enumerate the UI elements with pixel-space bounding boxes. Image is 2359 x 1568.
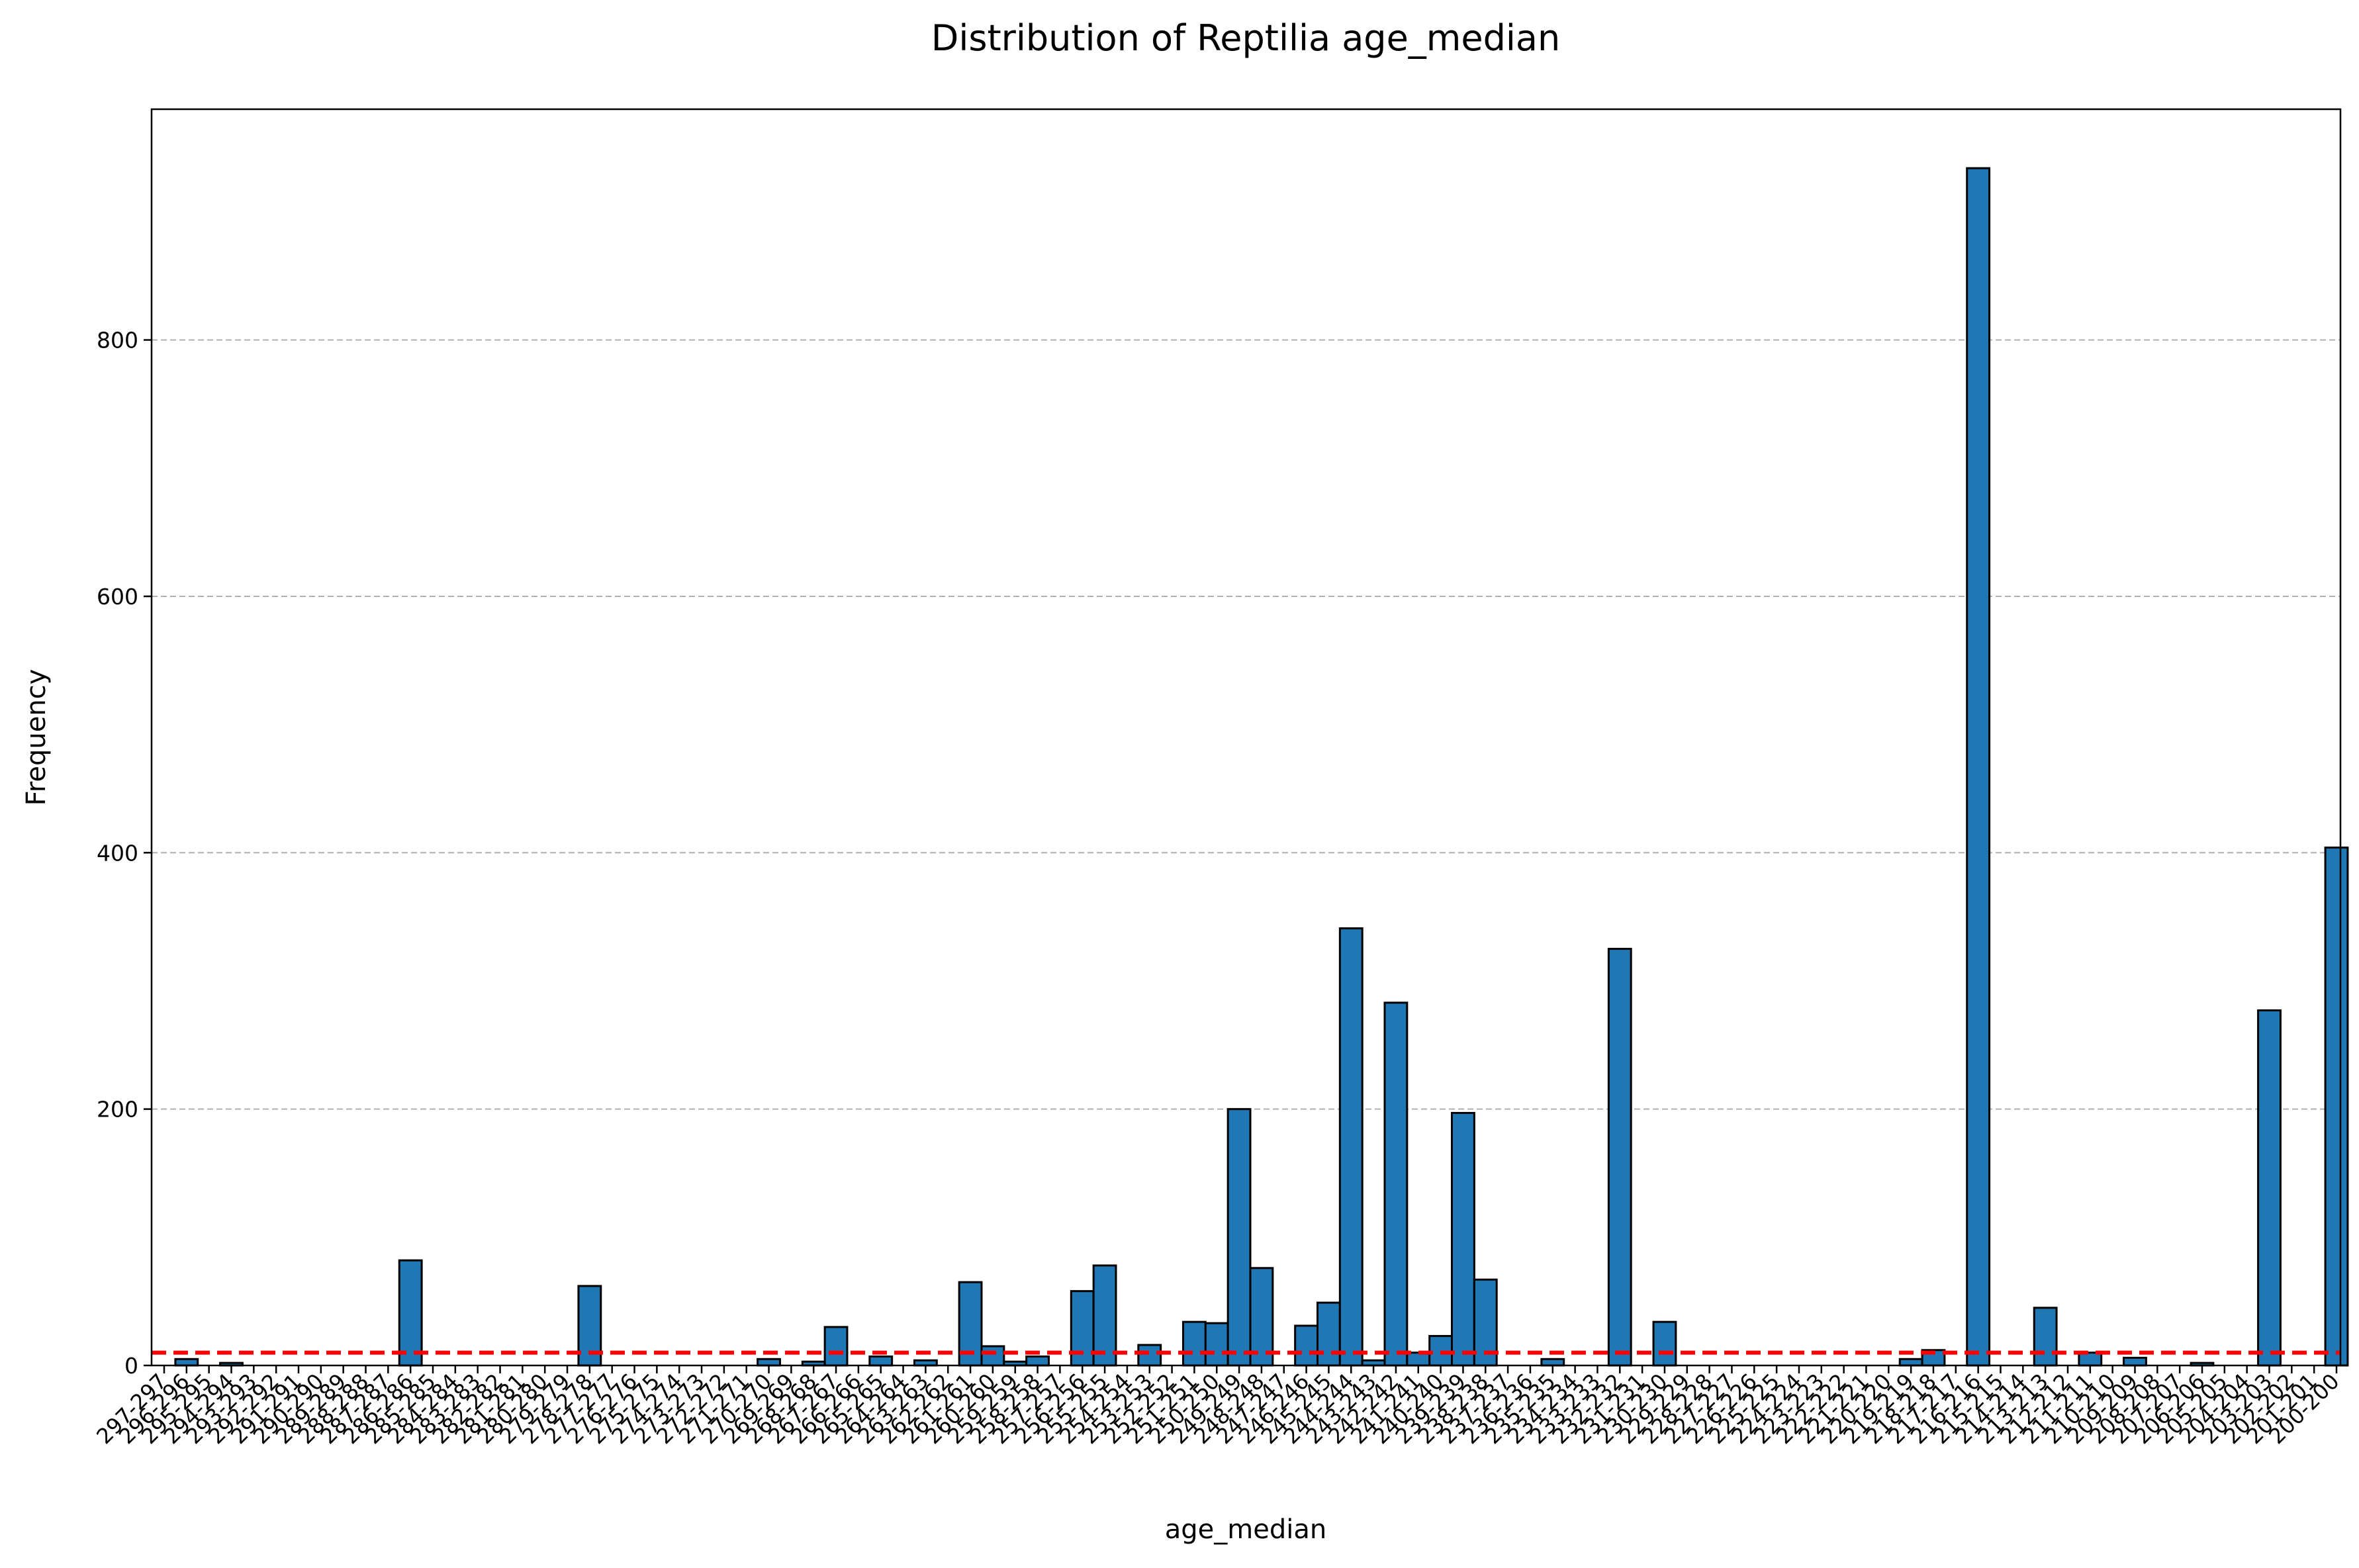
bars [174, 167, 2349, 1367]
bar-251-251 [1181, 1320, 1207, 1367]
bar-213-213 [2033, 1307, 2058, 1367]
y-tick-label: 200 [97, 1097, 138, 1123]
y-tick-label: 600 [97, 584, 138, 610]
bar-258-258 [1025, 1355, 1050, 1367]
y-tick-label: 0 [124, 1353, 138, 1379]
bar-248-248 [1249, 1267, 1274, 1367]
bar-246-246 [1294, 1324, 1319, 1367]
bar-216-216 [1966, 167, 1991, 1367]
y-axis-ticks: 0 200 400 600 800 [97, 328, 152, 1379]
bar-286-286 [398, 1259, 423, 1367]
bar-296-296 [174, 1358, 199, 1367]
plot-area-frame [150, 108, 2342, 1367]
bar-219-219 [1898, 1358, 1923, 1367]
bar-260-260 [980, 1345, 1005, 1367]
y-axis-label: Frequency [21, 669, 52, 806]
x-axis-label: age_median [1165, 1514, 1326, 1545]
bar-267-267 [823, 1326, 849, 1367]
bar-200-200 [2324, 847, 2349, 1367]
bar-250-250 [1204, 1322, 1229, 1367]
bar-242-242 [1383, 1001, 1409, 1367]
chart-title: Distribution of Reptilia age_median [931, 17, 1560, 59]
y-tick-label: 800 [97, 328, 138, 353]
bar-255-255 [1092, 1264, 1117, 1367]
bar-209-209 [2123, 1356, 2147, 1367]
bar-203-203 [2257, 1009, 2282, 1367]
bar-235-235 [1540, 1358, 1565, 1367]
bar-265-265 [868, 1355, 894, 1367]
bar-239-239 [1451, 1111, 1475, 1367]
x-axis-ticks: 297-297296-296295-295294-294293-293292-2… [91, 1365, 2344, 1449]
bar-232-232 [1607, 948, 1632, 1367]
bar-270-270 [757, 1358, 781, 1367]
bar-244-244 [1338, 927, 1364, 1367]
bar-245-245 [1317, 1301, 1341, 1367]
bar-230-230 [1652, 1320, 1677, 1367]
bar-249-249 [1226, 1108, 1252, 1367]
y-tick-label: 400 [97, 840, 138, 866]
bar-253-253 [1137, 1344, 1162, 1367]
